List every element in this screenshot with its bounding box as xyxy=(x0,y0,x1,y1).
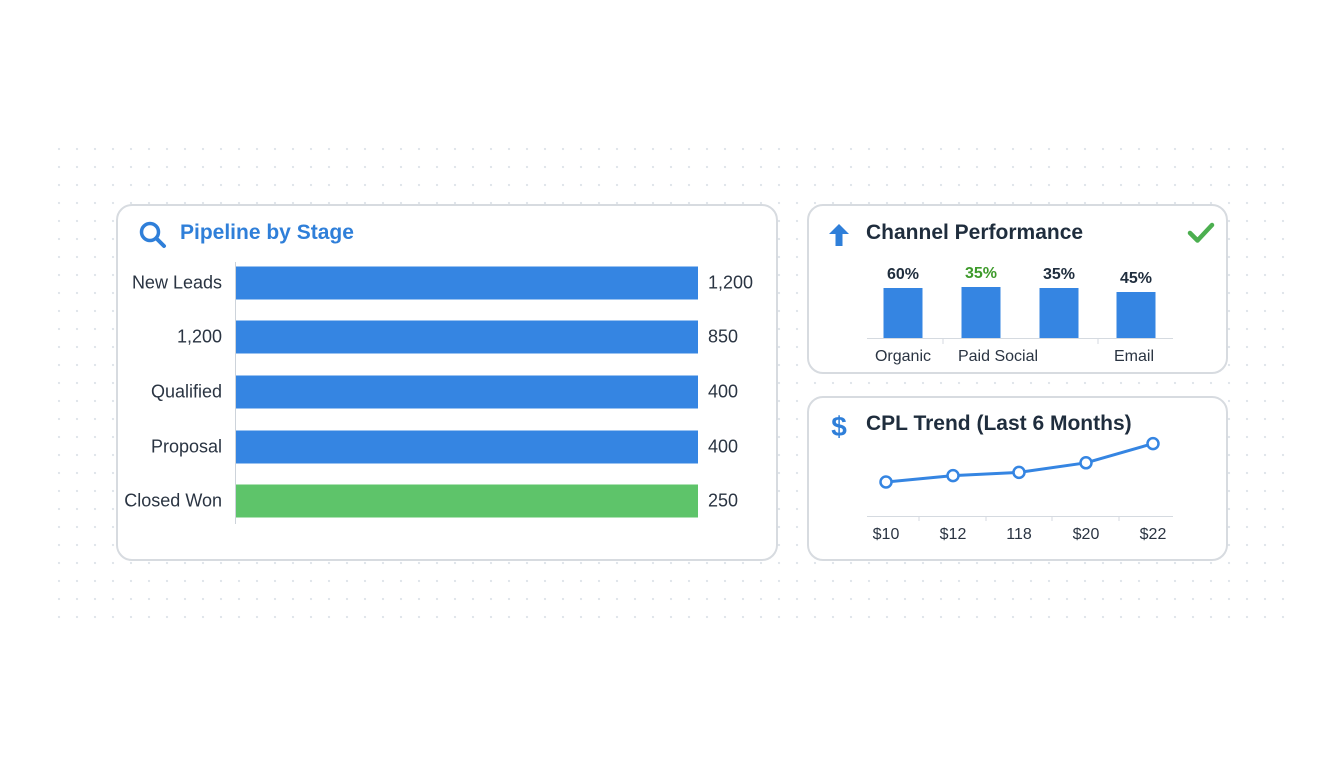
cpl-x-label: $22 xyxy=(1140,526,1167,543)
arrow-up-icon xyxy=(829,224,849,246)
stage-value: 400 xyxy=(708,381,739,402)
cpl-chart: $10 $12 118 $20 $22 xyxy=(867,436,1173,543)
stage-bar xyxy=(236,266,698,300)
pipeline-card: Pipeline by Stage New Leads 1,200 1,200 850… xyxy=(116,204,778,561)
cpl-point xyxy=(1146,436,1160,451)
stage-label: Qualified xyxy=(150,381,222,402)
pipeline-axis xyxy=(235,262,236,524)
stage-value: 250 xyxy=(708,490,739,511)
stage-value: 850 xyxy=(708,326,739,347)
channel-value-label: 45% xyxy=(1120,270,1152,287)
cpl-x-label: 118 xyxy=(1006,526,1032,543)
channel-card: Channel Performance 60% 35% 35% 45% Organic P… xyxy=(807,204,1228,374)
stage-value: 400 xyxy=(708,436,739,457)
channel-x-label: Paid Social xyxy=(958,348,1038,365)
channel-value-label: 35% xyxy=(1043,266,1075,283)
pipeline-title: Pipeline by Stage xyxy=(180,221,354,244)
cpl-point xyxy=(1079,456,1093,470)
search-icon xyxy=(139,221,166,248)
dollar-icon: $ xyxy=(831,411,847,441)
stage-value: 1,200 xyxy=(708,272,754,293)
channel-bar xyxy=(1116,292,1156,338)
channel-bar xyxy=(1039,288,1079,338)
stage-bar xyxy=(236,484,698,518)
stage-label: Closed Won xyxy=(124,490,222,511)
stage-label: 1,200 xyxy=(176,326,222,347)
channel-value-label: 35% xyxy=(965,265,997,282)
cpl-point xyxy=(946,468,960,483)
channel-title: Channel Performance xyxy=(866,221,1084,244)
stage-label: New Leads xyxy=(131,272,222,293)
stage-bar xyxy=(236,430,698,464)
cpl-x-label: $12 xyxy=(940,526,967,543)
channel-bar xyxy=(961,287,1001,338)
channel-bar xyxy=(883,288,923,338)
channel-x-label: Email xyxy=(1114,348,1154,365)
channel-x-label: Organic xyxy=(875,348,931,365)
cpl-title: CPL Trend (Last 6 Months) xyxy=(866,412,1132,435)
cpl-point xyxy=(879,475,893,489)
checkmark-icon xyxy=(1187,222,1215,243)
stage-label: Proposal xyxy=(150,436,222,457)
stage-bar xyxy=(236,375,698,409)
cpl-point xyxy=(1012,465,1026,480)
stage-bar xyxy=(236,320,698,354)
cpl-x-label: $20 xyxy=(1073,526,1100,543)
channel-value-label: 60% xyxy=(887,266,919,283)
channel-chart: 60% 35% 35% 45% Organic Paid Social Email xyxy=(867,265,1173,365)
svg-text:$: $ xyxy=(831,411,847,441)
cpl-x-label: $10 xyxy=(873,526,900,543)
cpl-card: $ CPL Trend (Last 6 Months) $10 $12 118 $20… xyxy=(807,396,1228,561)
